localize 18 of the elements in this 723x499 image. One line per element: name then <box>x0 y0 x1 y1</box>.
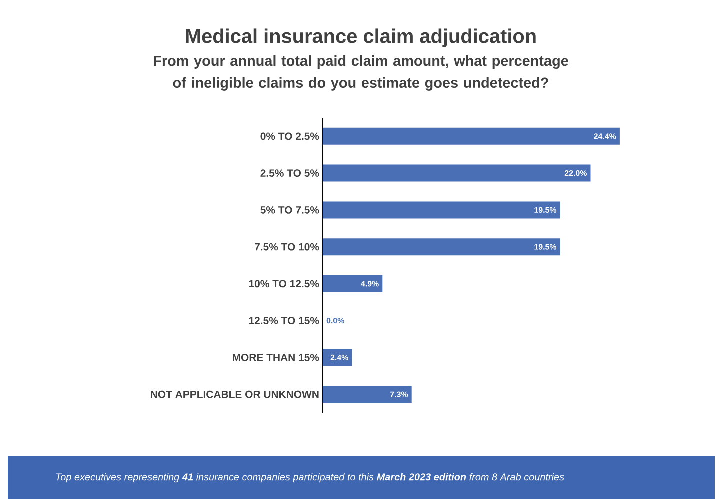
y-tick-label: 0% TO 2.5% <box>260 132 320 140</box>
text: Top executives representing 41 insurance companies participated to this March 2023 edition from 8 Arab countries <box>56 473 564 483</box>
bar <box>323 386 412 404</box>
bar <box>323 349 352 366</box>
bar <box>323 164 591 182</box>
y-tick-label: 2.5% TO 5% <box>260 170 320 178</box>
bar <box>323 275 383 292</box>
y-tick-label: 12.5% TO 15% <box>249 317 320 325</box>
chart-subtitle: From your annual total paid claim amount, what percentage of ineligible claims do you estimate goes undetected? <box>154 56 568 91</box>
chart-title: Medical insurance claim adjudication <box>186 28 536 48</box>
bar <box>323 128 620 145</box>
y-tick-label: 10% TO 12.5% <box>249 280 320 288</box>
y-tick-label: MORE THAN 15% <box>233 354 320 362</box>
bar <box>323 202 560 219</box>
y-tick-label: 7.5% TO 10% <box>255 243 320 251</box>
y-tick-label: 5% TO 7.5% <box>260 206 320 214</box>
bar <box>323 238 560 256</box>
y-tick-label: NOT APPLICABLE OR UNKNOWN <box>151 390 319 398</box>
